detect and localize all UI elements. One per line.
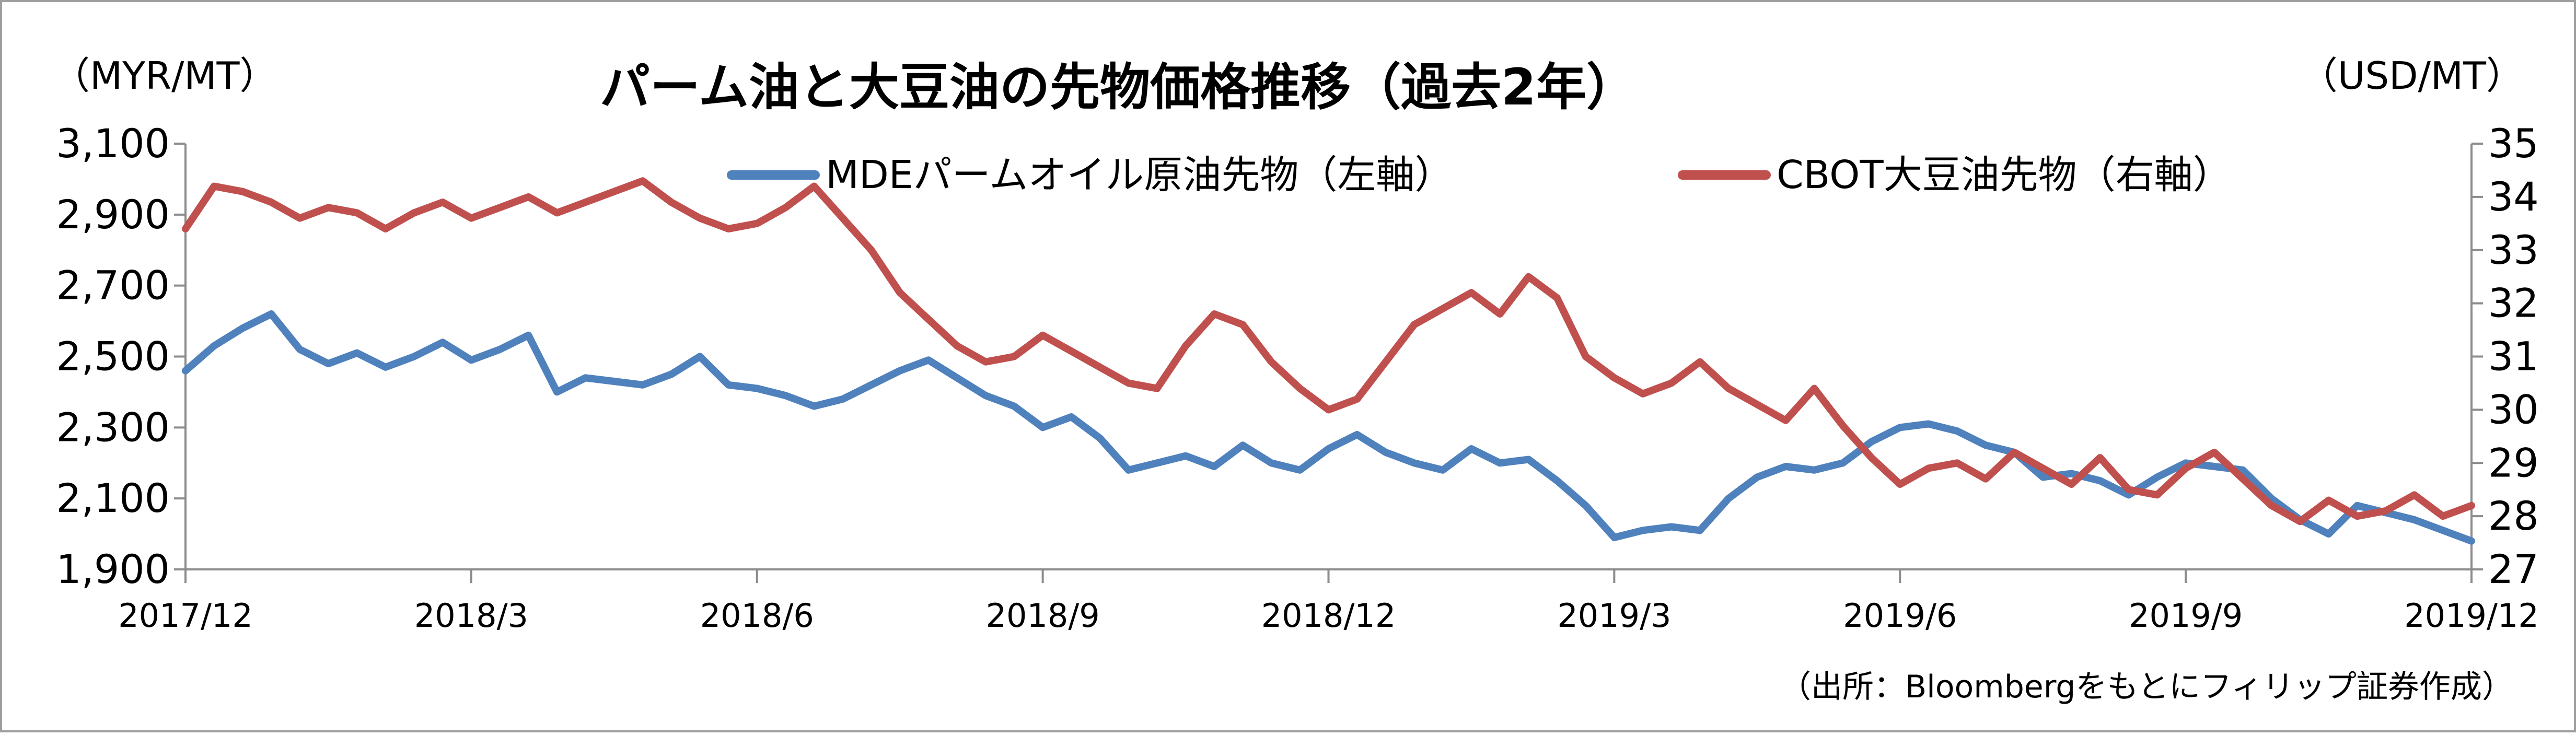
- right-axis-ticks: 27 28 29 30 31 32 33 34 35: [2471, 120, 2539, 592]
- series-layer: [182, 177, 2475, 545]
- right-tick-label: 35: [2488, 120, 2539, 167]
- right-tick-label: 30: [2488, 386, 2539, 433]
- left-tick-label: 2,700: [56, 262, 170, 309]
- right-axis-unit: （USD/MT）: [2300, 54, 2524, 98]
- legend: MDEパームオイル原油先物（左軸） CBOT大豆油先物（右軸）: [727, 153, 2232, 197]
- right-tick-label: 33: [2488, 227, 2539, 273]
- right-tick-label: 34: [2488, 173, 2539, 220]
- legend-label-palm: MDEパームオイル原油先物（左軸）: [826, 153, 1453, 197]
- x-tick-label: 2017/12: [118, 597, 253, 635]
- legend-label-soy: CBOT大豆油先物（右軸）: [1777, 153, 2232, 197]
- source-note: （出所：Bloombergをもとにフィリップ証券作成）: [1780, 669, 2513, 705]
- left-tick-label: 2,900: [56, 191, 170, 238]
- x-tick-label: 2018/3: [414, 597, 528, 635]
- left-axis-ticks: 1,900 2,100 2,300 2,500 2,700 2,900 3,100: [56, 120, 185, 592]
- right-tick-label: 27: [2488, 546, 2539, 592]
- x-tick-label: 2018/6: [700, 597, 814, 635]
- series-line-soybean-oil: [182, 177, 2475, 526]
- series-line-palm-oil: [182, 310, 2475, 545]
- right-tick-label: 29: [2488, 439, 2539, 486]
- left-tick-label: 1,900: [56, 546, 170, 592]
- chart-title: パーム油と大豆油の先物価格推移（過去2年）: [600, 58, 1637, 116]
- left-tick-label: 3,100: [56, 120, 170, 167]
- left-tick-label: 2,100: [56, 475, 170, 521]
- right-tick-label: 32: [2488, 280, 2539, 326]
- right-tick-label: 31: [2488, 333, 2539, 380]
- left-axis-unit: （MYR/MT）: [52, 54, 277, 98]
- x-tick-label: 2019/9: [2129, 597, 2243, 635]
- right-tick-label: 28: [2488, 493, 2539, 539]
- x-tick-label: 2019/6: [1843, 597, 1957, 635]
- left-tick-label: 2,500: [56, 333, 170, 380]
- x-tick-label: 2018/12: [1261, 597, 1396, 635]
- x-tick-label: 2019/3: [1557, 597, 1671, 635]
- x-axis-ticks: 2017/12 2018/3 2018/6 2018/9 2018/12 2019/3 20…: [118, 569, 2539, 635]
- x-tick-label: 2019/12: [2404, 597, 2539, 635]
- x-tick-label: 2018/9: [986, 597, 1100, 635]
- left-tick-label: 2,300: [56, 404, 170, 450]
